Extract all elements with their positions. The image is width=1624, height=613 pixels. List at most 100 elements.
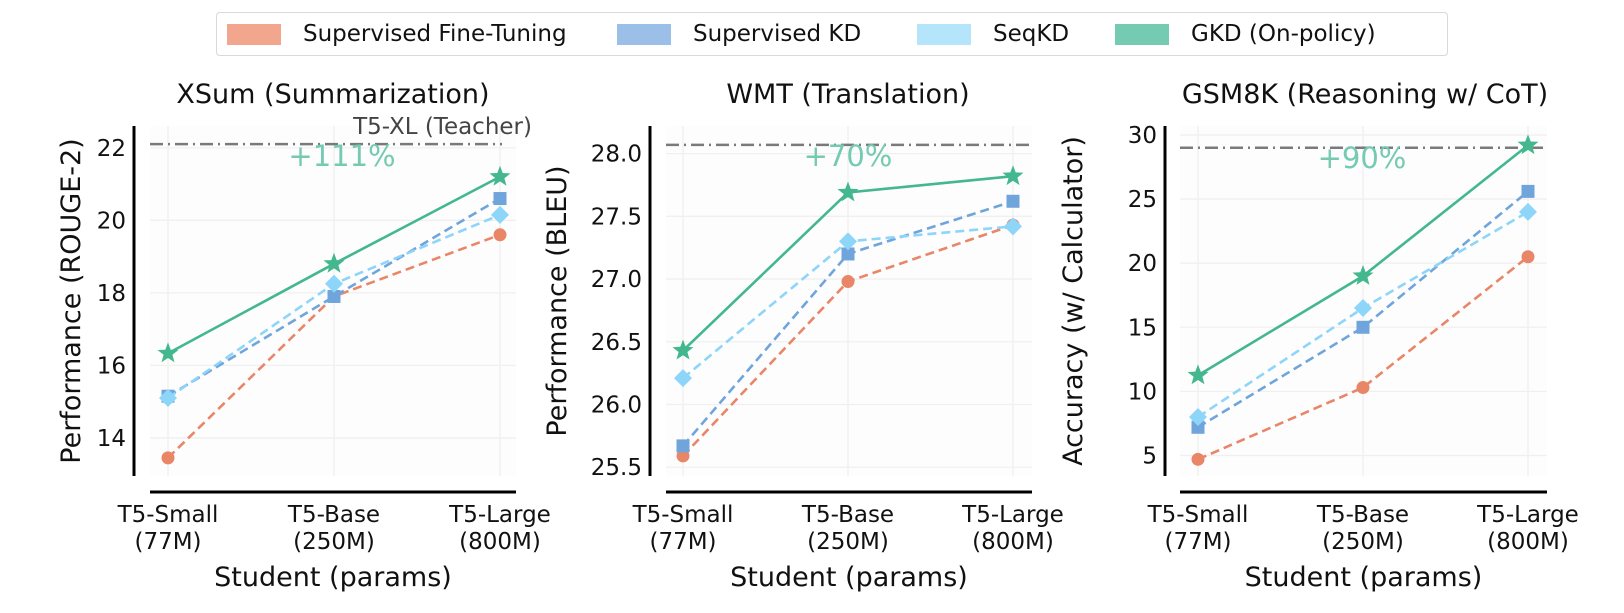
data-point-star	[157, 342, 179, 363]
legend-label: SeqKD	[993, 21, 1070, 47]
series-supervised-fine-tuning	[1191, 250, 1535, 466]
y-tick-label: 26.5	[591, 330, 642, 356]
data-point-star	[1352, 265, 1374, 285]
data-point-star	[672, 339, 694, 360]
y-tick-label: 16	[97, 353, 126, 379]
x-tick-label: T5-Small (77M)	[632, 502, 734, 555]
series-seqkd	[674, 217, 1022, 388]
data-point-diamond	[674, 369, 692, 388]
y-axis-label: Performance (BLEU)	[542, 165, 573, 436]
series-line	[1197, 255, 1529, 461]
y-tick-label: 10	[1128, 379, 1157, 405]
chart-panel-wmt-translation: 25.5 26.0 26.5 27.0 27.5 28.0 T5-Small (77M) T5-…	[542, 79, 1064, 593]
x-axis-label: Student (params)	[730, 562, 968, 593]
y-tick-label: 27.5	[591, 204, 642, 230]
data-point-diamond	[1519, 202, 1537, 221]
chart-title: XSum (Summarization)	[176, 79, 489, 110]
data-point-square	[1521, 184, 1535, 198]
series-gkd-on-policy	[1187, 134, 1539, 385]
series-supervised-fine-tuning	[676, 218, 1020, 463]
x-tick-label: T5-Large (800M)	[961, 502, 1064, 555]
chart-panel-gsm8k-reasoning-w-cot: 5 10 15 20 25 30 T5-Small (77M) T5-Base (250M) T5-…	[1058, 79, 1579, 593]
series-seqkd	[159, 205, 509, 408]
y-tick-label: 28.0	[591, 142, 642, 168]
data-point-square	[1006, 194, 1020, 208]
data-point-circle	[676, 449, 690, 463]
x-tick-label: T5-Large (800M)	[448, 502, 551, 555]
legend-swatch-seqkd	[917, 23, 971, 45]
series-line	[167, 197, 501, 398]
y-tick-label: 20	[97, 208, 126, 234]
data-point-square	[493, 192, 507, 206]
data-point-star	[837, 181, 859, 202]
legend-label: Supervised KD	[693, 21, 862, 47]
legend-item-seqkd: SeqKD	[917, 13, 1069, 55]
data-point-star	[1517, 134, 1539, 155]
legend-item-supervised-fine-tuning: Supervised Fine-Tuning	[227, 13, 567, 55]
data-point-star	[323, 252, 345, 273]
data-point-diamond	[1354, 299, 1372, 318]
data-point-diamond	[159, 389, 177, 408]
y-axis-label: Accuracy (w/ Calculator)	[1058, 136, 1089, 466]
y-tick-label: 22	[97, 136, 126, 162]
y-axis-label: Performance (ROUGE-2)	[56, 138, 87, 463]
x-tick-label: T5-Base (250M)	[801, 502, 894, 555]
data-point-square	[841, 247, 855, 261]
y-tick-label: 20	[1128, 251, 1157, 277]
data-point-circle	[1191, 452, 1205, 466]
series-seqkd	[1189, 202, 1537, 427]
data-point-diamond	[1004, 217, 1022, 236]
data-point-star	[1002, 165, 1024, 186]
chart-title: GSM8K (Reasoning w/ CoT)	[1182, 79, 1548, 110]
data-point-diamond	[1189, 408, 1207, 427]
y-tick-label: 27.0	[591, 267, 642, 293]
legend-label: Supervised Fine-Tuning	[303, 21, 567, 47]
series-gkd-on-policy	[672, 165, 1024, 360]
y-tick-label: 14	[97, 426, 126, 452]
x-tick-label: T5-Small (77M)	[117, 502, 219, 555]
data-point-diamond	[491, 205, 509, 224]
legend-swatch-gkd	[1115, 23, 1169, 45]
chart-panel-xsum-summarization: 14 16 18 20 22 T5-Small (77M) T5-Base (250M) T5-L…	[56, 79, 551, 593]
data-point-circle	[841, 275, 855, 289]
y-tick-label: 18	[97, 281, 126, 307]
series-supervised-kd	[676, 194, 1020, 453]
data-point-square	[676, 439, 690, 453]
gain-annotation: +90%	[1318, 141, 1407, 175]
series-supervised-kd	[1191, 184, 1535, 434]
x-axis-label: Student (params)	[1245, 562, 1483, 593]
data-point-diamond	[839, 232, 857, 251]
chart-title: WMT (Translation)	[726, 79, 969, 110]
gain-annotation: +111%	[288, 139, 395, 173]
x-tick-label: T5-Small (77M)	[1147, 502, 1249, 555]
data-point-circle	[161, 451, 175, 465]
y-tick-label: 5	[1142, 443, 1157, 469]
series-gkd-on-policy	[157, 165, 511, 363]
x-axis-label: Student (params)	[214, 562, 452, 593]
legend-swatch-supervised-fine-tuning	[227, 23, 281, 45]
y-tick-label: 15	[1128, 315, 1157, 341]
y-tick-label: 25.5	[591, 455, 642, 481]
y-tick-label: 25	[1128, 187, 1157, 213]
legend-label: GKD (On-policy)	[1191, 21, 1376, 47]
legend: Supervised Fine-Tuning Supervised KD Seq…	[216, 12, 1448, 56]
legend-item-gkd: GKD (On-policy)	[1115, 13, 1376, 55]
data-point-star	[1187, 364, 1209, 385]
series-line	[1197, 190, 1529, 429]
data-point-circle	[1521, 250, 1535, 264]
teacher-label: T5-XL (Teacher)	[352, 114, 532, 140]
data-point-diamond	[325, 274, 343, 293]
legend-item-supervised-kd: Supervised KD	[617, 13, 861, 55]
gain-annotation: +70%	[804, 139, 893, 173]
y-tick-label: 30	[1128, 123, 1157, 149]
data-point-square	[327, 289, 341, 303]
data-point-square	[1191, 420, 1205, 434]
x-tick-label: T5-Base (250M)	[1316, 502, 1409, 555]
y-tick-label: 26.0	[591, 392, 642, 418]
legend-swatch-supervised-kd	[617, 23, 671, 45]
data-point-star	[489, 165, 511, 186]
data-point-circle	[1356, 381, 1370, 395]
data-point-circle	[493, 228, 507, 242]
x-tick-label: T5-Large (800M)	[1476, 502, 1579, 555]
